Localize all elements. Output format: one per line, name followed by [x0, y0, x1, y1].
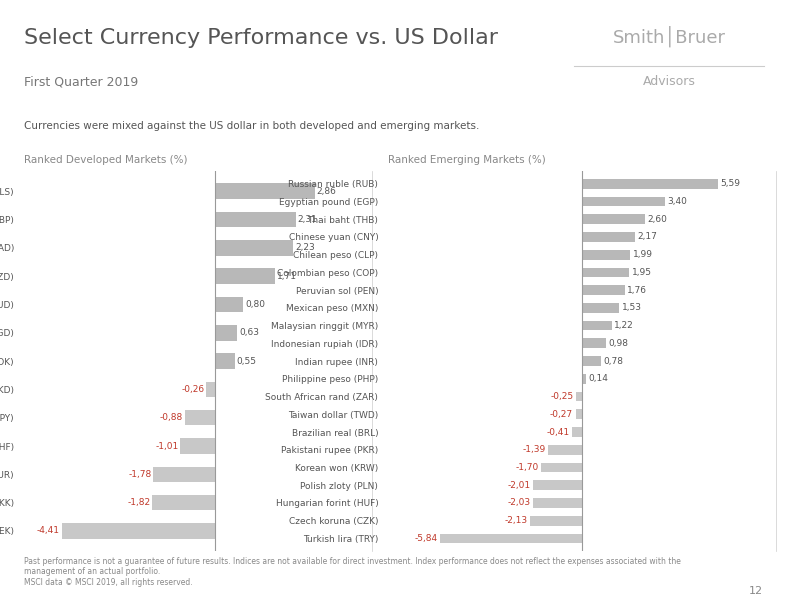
Bar	[181, 438, 215, 454]
Text: Advisors: Advisors	[643, 75, 695, 88]
Bar	[582, 179, 718, 188]
Bar	[185, 410, 215, 425]
Bar	[533, 498, 582, 508]
Bar	[582, 374, 585, 384]
Bar	[531, 516, 582, 526]
Text: -0,27: -0,27	[550, 410, 573, 419]
Text: 2,23: 2,23	[295, 244, 314, 252]
Bar	[154, 466, 215, 482]
Bar	[541, 463, 582, 472]
Bar	[215, 268, 275, 284]
Text: -1,70: -1,70	[516, 463, 539, 472]
Text: Select Currency Performance vs. US Dollar: Select Currency Performance vs. US Dolla…	[24, 28, 497, 48]
Bar	[582, 250, 630, 259]
Text: 1,53: 1,53	[622, 304, 642, 312]
Bar	[576, 409, 582, 419]
Text: 0,14: 0,14	[588, 375, 607, 383]
Text: 0,55: 0,55	[236, 357, 257, 365]
Bar	[215, 297, 243, 312]
Bar	[582, 267, 630, 277]
Text: -1,39: -1,39	[523, 446, 546, 454]
Bar	[582, 321, 611, 330]
Text: -1,82: -1,82	[128, 498, 150, 507]
Text: -4,41: -4,41	[37, 526, 60, 536]
Bar	[62, 523, 215, 539]
Bar	[548, 445, 582, 455]
Text: 3,40: 3,40	[667, 197, 687, 206]
Text: -2,13: -2,13	[505, 516, 528, 525]
Bar	[152, 495, 215, 510]
Bar	[215, 325, 238, 340]
Text: 12: 12	[749, 586, 763, 595]
Bar	[582, 303, 619, 313]
Bar	[215, 353, 234, 369]
Text: Past performance is not a guarantee of future results. Indices are not available: Past performance is not a guarantee of f…	[24, 557, 680, 587]
Text: -0,41: -0,41	[546, 428, 569, 436]
Bar	[582, 356, 601, 366]
Bar	[215, 184, 315, 199]
Bar	[582, 232, 634, 242]
Bar	[215, 240, 293, 256]
Text: 1,71: 1,71	[276, 272, 297, 281]
Text: 1,22: 1,22	[614, 321, 634, 330]
Text: Ranked Developed Markets (%): Ranked Developed Markets (%)	[24, 155, 187, 165]
Text: -5,84: -5,84	[415, 534, 438, 543]
Bar	[582, 285, 625, 295]
Bar	[582, 214, 645, 224]
Text: 0,98: 0,98	[608, 339, 628, 348]
Bar	[576, 392, 582, 401]
Bar	[533, 480, 582, 490]
Text: 0,78: 0,78	[604, 357, 623, 365]
Text: 2,60: 2,60	[648, 215, 668, 224]
Bar	[440, 534, 582, 543]
Text: 2,31: 2,31	[298, 215, 318, 224]
Text: -2,01: -2,01	[508, 480, 531, 490]
Bar	[215, 212, 296, 227]
Text: 5,59: 5,59	[720, 179, 741, 188]
Text: 0,63: 0,63	[239, 328, 259, 337]
Text: 2,17: 2,17	[638, 233, 657, 242]
Text: 1,76: 1,76	[627, 286, 647, 294]
Text: Currencies were mixed against the US dollar in both developed and emerging marke: Currencies were mixed against the US dol…	[24, 121, 479, 130]
Bar	[582, 196, 664, 206]
Text: 2,86: 2,86	[317, 187, 337, 196]
Text: -2,03: -2,03	[508, 498, 531, 507]
Text: -0,26: -0,26	[181, 385, 204, 394]
Text: First Quarter 2019: First Quarter 2019	[24, 75, 138, 88]
Text: -0,88: -0,88	[160, 413, 183, 422]
Text: 1,99: 1,99	[633, 250, 653, 259]
Text: 1,95: 1,95	[632, 268, 652, 277]
Text: -1,01: -1,01	[155, 441, 178, 450]
Bar	[582, 338, 606, 348]
Text: -0,25: -0,25	[550, 392, 573, 401]
Text: Ranked Emerging Markets (%): Ranked Emerging Markets (%)	[388, 155, 546, 165]
Bar	[207, 382, 215, 397]
Text: Smith│Bruer: Smith│Bruer	[613, 26, 725, 47]
Text: -1,78: -1,78	[128, 470, 151, 479]
Text: 0,80: 0,80	[245, 300, 265, 309]
Bar	[572, 427, 582, 437]
